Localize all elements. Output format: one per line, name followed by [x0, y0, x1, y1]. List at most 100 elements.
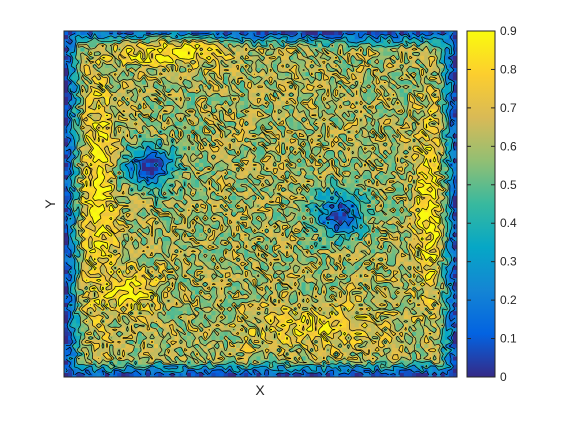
- heatmap-cell: [289, 146, 294, 152]
- heatmap-cell: [280, 96, 286, 102]
- heatmap-cell: [129, 175, 135, 180]
- heatmap-cell: [174, 76, 180, 82]
- heatmap-cell: [379, 162, 384, 168]
- heatmap-cell: [297, 150, 303, 156]
- heatmap-cell: [289, 166, 294, 172]
- heatmap-cell: [313, 142, 319, 147]
- heatmap-cell: [252, 84, 257, 90]
- heatmap-cell: [342, 101, 348, 106]
- heatmap-cell: [125, 92, 131, 98]
- heatmap-cell: [223, 113, 229, 119]
- heatmap-cell: [145, 63, 151, 69]
- heatmap-cell: [305, 228, 311, 234]
- heatmap-cell: [444, 133, 450, 139]
- heatmap-cell: [321, 35, 327, 40]
- heatmap-cell: [92, 150, 98, 156]
- heatmap-cell: [158, 125, 163, 131]
- heatmap-cell: [170, 113, 176, 119]
- heatmap-cell: [297, 212, 303, 217]
- heatmap-cell: [195, 68, 200, 73]
- heatmap-cell: [100, 171, 106, 176]
- heatmap-cell: [358, 142, 364, 147]
- heatmap-cell: [190, 183, 196, 189]
- heatmap-cell: [64, 117, 69, 123]
- heatmap-cell: [416, 162, 421, 168]
- heatmap-cell: [256, 166, 262, 172]
- heatmap-cell: [137, 55, 143, 61]
- heatmap-cell: [420, 43, 425, 49]
- heatmap-cell: [145, 76, 151, 82]
- heatmap-cell: [366, 158, 372, 164]
- heatmap-cell: [162, 133, 167, 139]
- heatmap-cell: [264, 142, 270, 147]
- heatmap-cell: [133, 125, 139, 131]
- heatmap-cell: [195, 171, 200, 176]
- heatmap-cell: [104, 63, 110, 69]
- heatmap-cell: [80, 43, 86, 49]
- heatmap-cell: [375, 80, 380, 86]
- heatmap-cell: [383, 72, 388, 77]
- heatmap-cell: [182, 101, 188, 106]
- heatmap-cell: [252, 150, 257, 156]
- heatmap-cell: [334, 150, 339, 156]
- heatmap-cell: [383, 35, 388, 40]
- heatmap-cell: [100, 113, 106, 119]
- heatmap-cell: [407, 117, 413, 123]
- heatmap-cell: [375, 113, 380, 119]
- heatmap-cell: [387, 162, 393, 168]
- heatmap-cell: [203, 43, 208, 49]
- heatmap-cell: [207, 212, 212, 217]
- heatmap-cell: [428, 150, 434, 156]
- heatmap-cell: [330, 63, 335, 69]
- heatmap-cell: [420, 51, 425, 57]
- heatmap-cell: [407, 88, 413, 94]
- heatmap-cell: [346, 80, 352, 86]
- heatmap-cell: [104, 212, 110, 217]
- heatmap-cell: [170, 125, 176, 131]
- heatmap-cell: [313, 92, 319, 98]
- heatmap-cell: [272, 101, 278, 106]
- heatmap-cell: [235, 121, 241, 127]
- heatmap-cell: [395, 31, 401, 36]
- heatmap-cell: [330, 84, 335, 90]
- heatmap-cell: [223, 150, 229, 156]
- heatmap-cell: [350, 220, 356, 226]
- heatmap-cell: [162, 63, 167, 69]
- heatmap-cell: [100, 76, 106, 82]
- heatmap-cell: [149, 158, 155, 164]
- heatmap-cell: [289, 63, 294, 69]
- heatmap-cell: [264, 138, 270, 143]
- heatmap-cell: [280, 105, 286, 110]
- heatmap-cell: [203, 133, 208, 139]
- heatmap-cell: [141, 236, 147, 242]
- heatmap-cell: [297, 109, 303, 114]
- heatmap-cell: [252, 59, 257, 65]
- heatmap-cell: [346, 142, 352, 147]
- heatmap-cell: [313, 154, 319, 160]
- heatmap-cell: [330, 138, 335, 143]
- heatmap-cell: [162, 47, 167, 53]
- heatmap-cell: [219, 88, 225, 94]
- heatmap-cell: [350, 162, 356, 168]
- heatmap-cell: [448, 150, 454, 156]
- heatmap-cell: [289, 109, 294, 114]
- heatmap-cell: [96, 179, 102, 185]
- heatmap-cell: [240, 88, 245, 94]
- heatmap-cell: [129, 55, 135, 61]
- heatmap-cell: [170, 146, 176, 152]
- heatmap-cell: [420, 96, 425, 102]
- heatmap-cell: [411, 166, 417, 172]
- heatmap-cell: [297, 101, 303, 106]
- heatmap-cell: [272, 212, 278, 217]
- heatmap-cell: [452, 39, 457, 44]
- heatmap-cell: [96, 133, 102, 139]
- heatmap-cell: [174, 63, 180, 69]
- heatmap-cell: [371, 121, 376, 127]
- heatmap-cell: [166, 146, 172, 152]
- heatmap-cell: [371, 133, 376, 139]
- heatmap-cell: [256, 88, 262, 94]
- heatmap-cell: [424, 63, 429, 69]
- heatmap-cell: [92, 142, 98, 147]
- heatmap-cell: [174, 51, 180, 57]
- heatmap-cell: [190, 166, 196, 172]
